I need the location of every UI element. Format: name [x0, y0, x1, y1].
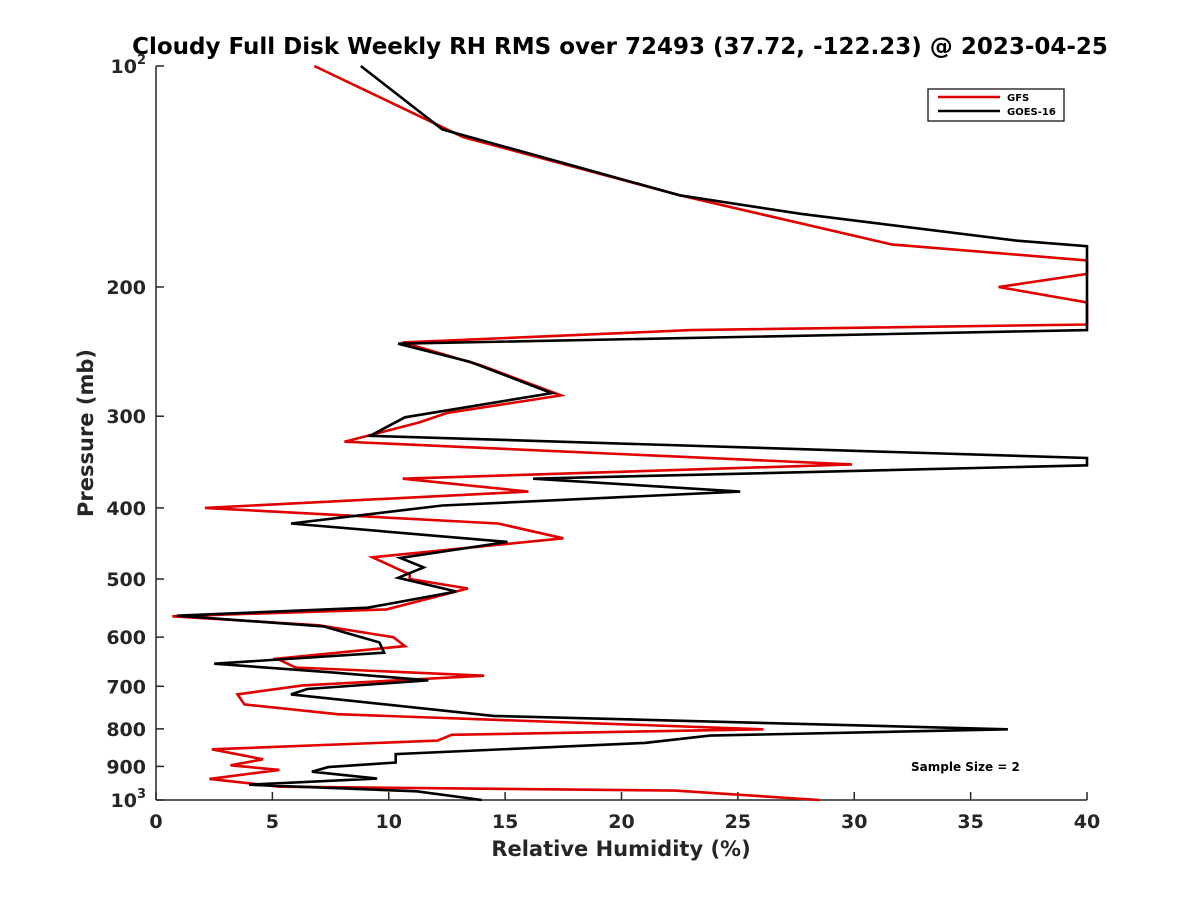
y-tick-base: 10 [111, 790, 137, 812]
y-tick-label: 700 [106, 676, 146, 698]
series-line-goes16 [177, 66, 1087, 800]
x-tick-label: 25 [725, 811, 751, 833]
y-tick-base: 10 [111, 56, 137, 78]
x-tick-label: 35 [957, 811, 983, 833]
y-tick-label: 500 [106, 569, 146, 591]
x-tick-label: 30 [841, 811, 867, 833]
y-tick-label: 600 [106, 627, 146, 649]
x-axis-label: Relative Humidity (%) [491, 837, 750, 861]
x-tick-label: 15 [492, 811, 518, 833]
y-tick-label: 400 [106, 498, 146, 520]
y-tick-label: 200 [106, 277, 146, 299]
y-tick-label: 300 [106, 406, 146, 428]
y-tick-exponent: 3 [137, 787, 146, 802]
series-layer [172, 66, 1087, 800]
y-tick-exponent: 2 [137, 53, 146, 68]
x-ticks: 0 5 10 15 20 25 30 35 40 [149, 792, 1100, 833]
x-tick-label: 0 [149, 811, 162, 833]
x-tick-label: 20 [608, 811, 634, 833]
chart: Cloudy Full Disk Weekly RH RMS over 7249… [0, 0, 1200, 900]
y-tick-label: 900 [106, 756, 146, 778]
sample-size-annotation: Sample Size = 2 [911, 760, 1020, 774]
y-tick-label: 102 [111, 53, 147, 78]
y-axis-label: Pressure (mb) [74, 349, 98, 517]
legend-label-goes16: GOES-16 [1007, 107, 1056, 118]
x-tick-label: 5 [266, 811, 279, 833]
y-tick-label: 103 [111, 787, 147, 812]
x-tick-label: 40 [1074, 811, 1100, 833]
plot-area [156, 66, 1087, 800]
y-tick-label: 800 [106, 719, 146, 741]
chart-title: Cloudy Full Disk Weekly RH RMS over 7249… [132, 34, 1108, 60]
x-tick-label: 10 [376, 811, 402, 833]
legend: GFS GOES-16 [928, 89, 1064, 121]
legend-label-gfs: GFS [1007, 93, 1029, 104]
